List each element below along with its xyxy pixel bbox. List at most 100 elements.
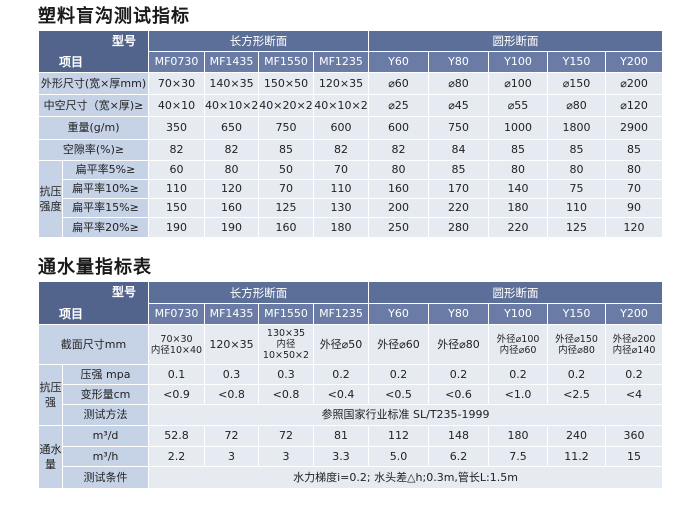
- data-cell: 外径⌀200 内径⌀140: [604, 324, 664, 365]
- table-row: 扁平率20%≥ 190 190 160 180 250 280 220 125 120: [39, 217, 664, 238]
- row-label: 截面尺寸mm: [38, 324, 149, 365]
- corner-top-label: 型号: [111, 285, 136, 299]
- data-cell: 160: [204, 198, 259, 218]
- table-row: 测试方法 参照国家行业标准 SL/T235-1999: [39, 404, 664, 426]
- data-cell: 70×30: [148, 72, 205, 95]
- model-header: Y100: [488, 303, 548, 325]
- model-header: Y60: [368, 51, 429, 73]
- corner-bottom-label: 项目: [59, 55, 84, 69]
- row-label: 扁平率5%≥: [62, 160, 149, 180]
- data-cell: 0.1: [148, 364, 205, 385]
- data-cell: 85: [428, 160, 489, 180]
- data-cell: 190: [204, 217, 259, 238]
- data-cell: 750: [428, 116, 489, 140]
- data-cell: <1.0: [488, 384, 548, 405]
- data-cell: 140: [488, 179, 548, 199]
- data-cell: 84: [428, 139, 489, 161]
- data-cell: 160: [368, 179, 429, 199]
- data-cell: 82: [313, 139, 369, 161]
- data-cell: 0.2: [428, 364, 489, 385]
- group-header: 圆形断面: [367, 281, 664, 304]
- data-cell: 6.2: [428, 446, 489, 467]
- data-cell: 130: [313, 198, 369, 218]
- table-row: 空隙率(%)≥ 82 82 85 82 82 84 85 85 85: [38, 139, 664, 161]
- table-block: 塑料盲沟测试指标 型号 项目 长方形断面 圆形断面 MF0730 MF1435 MF1550…: [38, 4, 664, 238]
- data-cell: 60: [148, 160, 205, 180]
- data-cell: <0.5: [368, 384, 429, 405]
- data-cell: 360: [604, 425, 664, 447]
- data-cell: <0.4: [313, 384, 369, 405]
- table-row: 截面尺寸mm 70×30 内径10×40 120×35 130×35 内径10×50×…: [38, 324, 664, 365]
- table-row: MF0730 MF1435 MF1550 MF1235 Y60 Y80 Y100 Y150 Y2…: [39, 303, 664, 325]
- data-cell: 170: [428, 179, 489, 199]
- data-cell: 0.2: [488, 364, 548, 385]
- group-header: 长方形断面: [148, 281, 369, 304]
- table-row: 型号 项目 长方形断面 圆形断面: [38, 30, 664, 73]
- data-cell: 50: [258, 160, 314, 180]
- data-cell: <4: [604, 384, 664, 405]
- row-label: 空隙率(%)≥: [38, 139, 149, 161]
- data-cell: 1000: [488, 116, 548, 140]
- data-cell: ⌀150: [547, 72, 606, 95]
- data-cell: 80: [604, 160, 664, 180]
- data-cell: 140×35: [204, 72, 259, 95]
- data-cell: 3.3: [313, 446, 369, 467]
- table-title: 塑料盲沟测试指标: [38, 6, 190, 27]
- data-cell: 0.2: [604, 364, 664, 385]
- data-cell: 40×20×2: [258, 94, 314, 117]
- merged-cell: 水力梯度i=0.2; 水头差△h;0.3m,管长L:1.5m: [147, 466, 664, 489]
- table-row: 重量(g/m) 350 650 750 600 600 750 1000 1800 2900: [38, 116, 664, 140]
- data-cell: 2.2: [148, 446, 205, 467]
- header-corner: 型号项目: [38, 281, 149, 325]
- model-header: Y150: [547, 51, 606, 73]
- corner-bottom-label: 项目: [59, 307, 84, 321]
- table-row: 通水量 m³/d 52.8 72 72 81 112 148 180 240 360: [38, 425, 664, 489]
- table-row: 外形尺寸(宽×厚mm) 70×30 140×35 150×50 120×35 ⌀60 ⌀80…: [38, 72, 664, 95]
- data-cell: 81: [313, 425, 369, 447]
- data-cell: <0.9: [148, 384, 205, 405]
- data-cell: ⌀45: [428, 94, 489, 117]
- data-cell: 120: [204, 179, 259, 199]
- model-header: MF1235: [313, 303, 369, 325]
- data-cell: <0.6: [428, 384, 489, 405]
- table-row: 抗压强度 扁平率5%≥ 60 80 50 70 80 85 80 80 80: [38, 160, 664, 238]
- data-cell: 220: [428, 198, 489, 218]
- data-cell: 80: [368, 160, 429, 180]
- data-cell: 52.8: [148, 425, 205, 447]
- model-header: MF0730: [148, 303, 205, 325]
- row-label: 扁平率10%≥: [62, 179, 149, 199]
- data-cell: 0.2: [547, 364, 606, 385]
- data-cell: 600: [368, 116, 429, 140]
- model-header: Y80: [428, 51, 489, 73]
- data-cell: 110: [148, 179, 205, 199]
- data-cell: 82: [368, 139, 429, 161]
- data-cell: 148: [428, 425, 489, 447]
- model-header: Y200: [604, 51, 664, 73]
- data-cell: 11.2: [547, 446, 606, 467]
- data-cell: 190: [148, 217, 205, 238]
- model-header: MF1235: [313, 51, 369, 73]
- model-header: Y200: [604, 303, 664, 325]
- group-label: 抗压强: [38, 364, 63, 426]
- row-label: 扁平率20%≥: [62, 217, 149, 238]
- data-cell: 15: [604, 446, 664, 467]
- model-header: MF1550: [258, 303, 314, 325]
- model-header: MF1435: [204, 303, 259, 325]
- table-row: 扁平率10%≥ 110 120 70 110 160 170 140 75 70: [39, 179, 664, 199]
- data-cell: <0.8: [204, 384, 259, 405]
- data-cell: ⌀200: [604, 72, 664, 95]
- data-cell: 85: [547, 139, 606, 161]
- row-label: 扁平率15%≥: [62, 198, 149, 218]
- data-cell: ⌀100: [488, 72, 548, 95]
- data-cell: 外径⌀80: [428, 324, 489, 365]
- row-label: m³/d: [62, 425, 149, 447]
- data-cell: 750: [258, 116, 314, 140]
- table-block: 通水量指标表 型号 项目 长方形断面 圆形断面 MF0730 MF1435 MF1550 MF…: [38, 255, 664, 489]
- data-cell: ⌀120: [604, 94, 664, 117]
- table-row: 型号 项目 长方形断面 圆形断面: [38, 281, 664, 325]
- data-cell: 0.3: [258, 364, 314, 385]
- data-cell: 120×35: [204, 324, 259, 365]
- data-cell: 240: [547, 425, 606, 447]
- data-cell: 110: [313, 179, 369, 199]
